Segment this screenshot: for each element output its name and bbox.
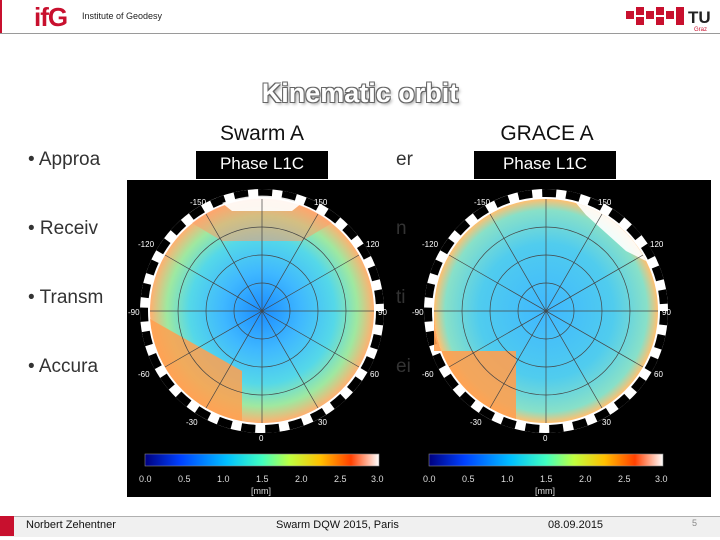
phase-label-grace: Phase L1C bbox=[502, 154, 588, 173]
bullet-transmitter: • Transm bbox=[28, 287, 104, 308]
skyplot-svg: -150 -120 -90 -60 -30 0 30 60 90 120 150… bbox=[128, 189, 671, 496]
tick-b-m30: -30 bbox=[470, 418, 482, 427]
tick-a-m90: -90 bbox=[128, 308, 140, 317]
cb-b-tick-3: 1.5 bbox=[540, 474, 553, 484]
tick-b-90: 90 bbox=[662, 308, 671, 317]
cb-a-tick-4: 2.0 bbox=[295, 474, 308, 484]
tick-a-m30: -30 bbox=[186, 418, 198, 427]
bullet-approach: • Approa bbox=[28, 149, 101, 170]
cb-a-tick-3: 1.5 bbox=[256, 474, 269, 484]
tick-b-m90: -90 bbox=[412, 308, 424, 317]
tick-a-150: 150 bbox=[314, 198, 328, 207]
skyplot-grace: -150 -120 -90 -60 -30 0 30 60 90 120 150 bbox=[412, 189, 671, 443]
slide-title: Kinematic orbit bbox=[261, 78, 459, 108]
footer-date: 08.09.2015 bbox=[548, 519, 604, 531]
tick-a-m150: -150 bbox=[190, 198, 207, 207]
bullet-fragment-3: ti bbox=[396, 287, 406, 308]
cb-a-tick-5: 2.5 bbox=[334, 474, 347, 484]
ifg-logo: ifG bbox=[34, 2, 68, 32]
tick-a-60: 60 bbox=[370, 370, 379, 379]
tick-a-120: 120 bbox=[366, 240, 380, 249]
bullet-fragment-1: er bbox=[396, 149, 413, 170]
tick-a-m60: -60 bbox=[138, 370, 150, 379]
cb-a-tick-1: 0.5 bbox=[178, 474, 191, 484]
header-divider bbox=[0, 33, 720, 34]
phase-label-box-grace bbox=[474, 151, 616, 179]
colorbar-grace: 0.0 0.5 1.0 1.5 2.0 2.5 3.0 [mm] bbox=[423, 453, 668, 496]
tick-b-120: 120 bbox=[650, 240, 664, 249]
footer-event: Swarm DQW 2015, Paris bbox=[276, 519, 399, 531]
tick-a-90: 90 bbox=[378, 308, 387, 317]
cb-b-tick-6: 3.0 bbox=[655, 474, 668, 484]
cb-b-unit: [mm] bbox=[535, 486, 555, 496]
tick-b-0: 0 bbox=[543, 434, 548, 443]
institute-name: Institute of Geodesy bbox=[82, 11, 163, 21]
tu-logo-sub: Graz bbox=[694, 27, 707, 33]
footer-accent bbox=[0, 516, 14, 536]
tick-a-0: 0 bbox=[259, 434, 264, 443]
tu-graz-logo: TU Graz bbox=[626, 7, 711, 33]
bullet-fragment-2: n bbox=[396, 218, 407, 239]
tick-a-m120: -120 bbox=[138, 240, 155, 249]
tick-b-m60: -60 bbox=[422, 370, 434, 379]
tick-b-m150: -150 bbox=[474, 198, 491, 207]
phase-label-box-swarm bbox=[196, 151, 328, 179]
bullet-fragment-4: ei bbox=[396, 356, 411, 377]
bullet-receiver: • Receiv bbox=[28, 218, 99, 239]
cb-a-unit: [mm] bbox=[251, 486, 271, 496]
colorbar-swarm: 0.0 0.5 1.0 1.5 2.0 2.5 3.0 [mm] bbox=[139, 453, 384, 496]
tick-b-60: 60 bbox=[654, 370, 663, 379]
tick-a-30: 30 bbox=[318, 418, 327, 427]
cb-a-tick-0: 0.0 bbox=[139, 474, 152, 484]
tick-b-m120: -120 bbox=[422, 240, 439, 249]
tick-b-30: 30 bbox=[602, 418, 611, 427]
cb-b-tick-2: 1.0 bbox=[501, 474, 514, 484]
cb-b-tick-1: 0.5 bbox=[462, 474, 475, 484]
bullet-accuracy: • Accura bbox=[28, 356, 99, 377]
phase-label-swarm: Phase L1C bbox=[219, 154, 305, 173]
cb-a-tick-2: 1.0 bbox=[217, 474, 230, 484]
panel-title-swarm: Swarm A bbox=[219, 122, 305, 145]
page-number: 5 bbox=[692, 518, 698, 528]
panel-title-grace: GRACE A bbox=[500, 122, 594, 145]
footer-author: Norbert Zehentner bbox=[26, 519, 116, 531]
cb-b-tick-5: 2.5 bbox=[618, 474, 631, 484]
header-accent-bar bbox=[0, 0, 2, 34]
tick-b-150: 150 bbox=[598, 198, 612, 207]
cb-b-tick-4: 2.0 bbox=[579, 474, 592, 484]
cb-a-tick-6: 3.0 bbox=[371, 474, 384, 484]
skyplot-swarm: -150 -120 -90 -60 -30 0 30 60 90 120 150 bbox=[128, 189, 387, 443]
cb-b-tick-0: 0.0 bbox=[423, 474, 436, 484]
footer-bar bbox=[0, 516, 720, 537]
tu-logo-text: TU bbox=[688, 8, 711, 27]
